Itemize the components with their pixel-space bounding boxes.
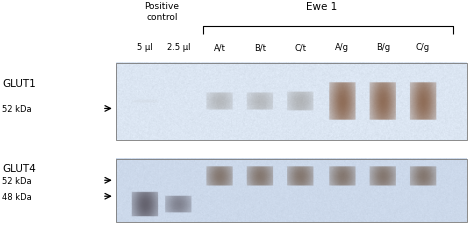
Text: Ewe 1: Ewe 1 [306, 2, 337, 12]
Text: 2.5 μl: 2.5 μl [167, 43, 191, 52]
Text: A/g: A/g [336, 43, 349, 52]
Text: GLUT4: GLUT4 [2, 163, 36, 173]
Text: B/t: B/t [254, 43, 266, 52]
Text: 52 kDa: 52 kDa [2, 104, 32, 114]
Text: C/g: C/g [416, 43, 430, 52]
Text: 52 kDa: 52 kDa [2, 176, 32, 185]
Text: C/t: C/t [294, 43, 306, 52]
Text: 5 μl: 5 μl [137, 43, 153, 52]
Text: 48 kDa: 48 kDa [2, 192, 32, 201]
Text: A/t: A/t [214, 43, 226, 52]
Text: B/g: B/g [376, 43, 390, 52]
Text: Positive
control: Positive control [145, 2, 179, 22]
Text: GLUT1: GLUT1 [2, 79, 36, 89]
